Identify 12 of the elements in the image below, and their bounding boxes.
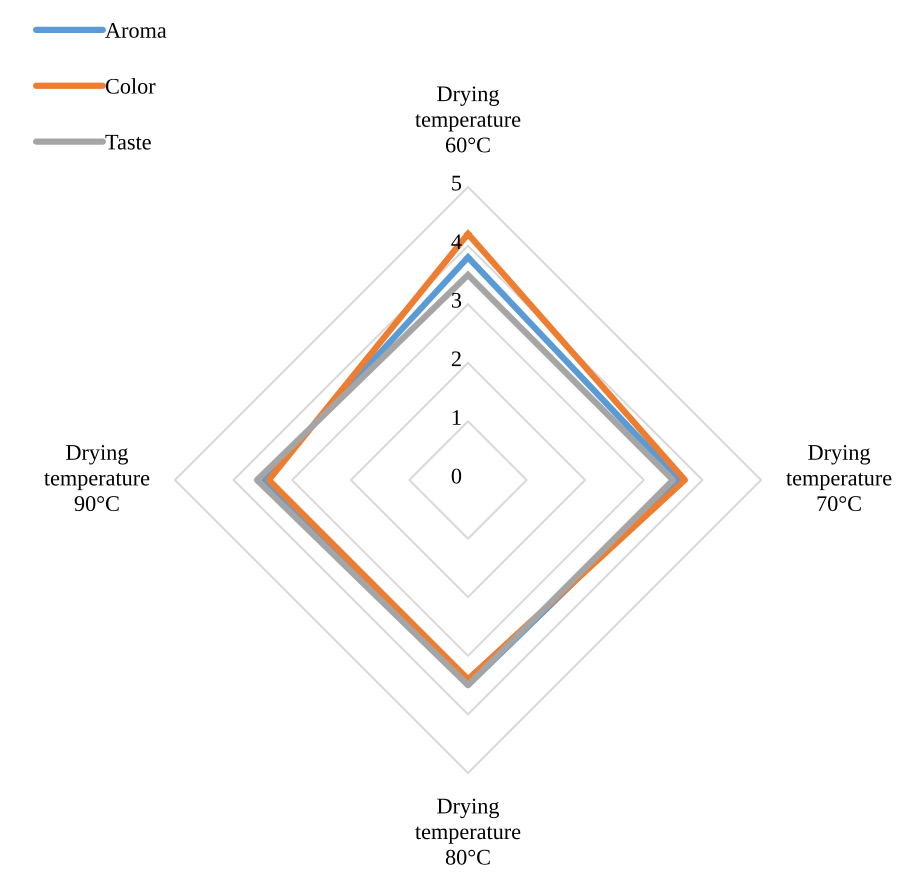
legend-label: Color <box>106 78 156 94</box>
legend-label: Aroma <box>105 23 166 38</box>
spoke-label: Drying temperature 90°C <box>44 445 150 512</box>
y-tick-label: 2 <box>452 351 461 366</box>
spoke-label: Drying temperature 60°C <box>415 86 520 152</box>
spoke-label: Drying temperature 70°C <box>786 445 892 512</box>
spoke-label: Drying temperature 80°C <box>415 798 520 865</box>
y-tick-label: 1 <box>452 410 461 425</box>
y-tick-label: 3 <box>452 292 462 308</box>
legend-label: Taste <box>105 134 151 150</box>
y-tick-label: 0 <box>452 468 462 484</box>
y-tick-label: 5 <box>452 176 462 191</box>
